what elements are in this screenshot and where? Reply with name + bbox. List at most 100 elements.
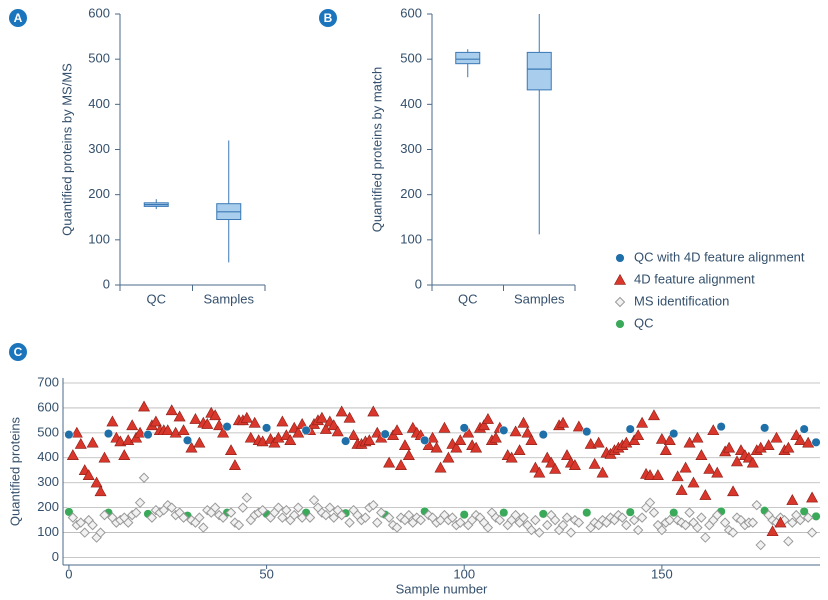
marker-triangle xyxy=(592,436,605,448)
marker-diamond xyxy=(629,514,640,526)
x-axis-label: Sample number xyxy=(396,581,488,596)
y-tick-label: 400 xyxy=(37,449,59,464)
marker-circle xyxy=(64,507,74,517)
marker-triangle xyxy=(723,441,736,453)
marker-diamond xyxy=(383,512,395,523)
marker-triangle xyxy=(367,405,380,417)
marker-diamond xyxy=(542,519,553,531)
marker-triangle xyxy=(347,429,360,441)
marker-triangle xyxy=(762,439,775,451)
marker-diamond xyxy=(372,517,383,528)
box xyxy=(526,51,552,91)
marker-diamond xyxy=(680,519,691,531)
marker-triangle xyxy=(675,484,688,495)
marker-diamond xyxy=(530,514,541,526)
marker-triangle xyxy=(94,485,107,497)
marker-triangle xyxy=(331,425,344,437)
marker-triangle xyxy=(671,470,684,482)
box xyxy=(455,51,481,65)
marker-diamond xyxy=(198,522,209,533)
marker-diamond xyxy=(494,514,506,526)
marker-diamond xyxy=(324,502,336,513)
marker-triangle xyxy=(224,444,238,456)
legend-label: 4D feature alignment xyxy=(634,271,755,286)
marker-triangle xyxy=(596,466,609,478)
marker-diamond xyxy=(455,517,466,528)
y-tick-label: 200 xyxy=(37,499,59,514)
marker-circle xyxy=(459,510,469,520)
marker-triangle xyxy=(766,525,779,537)
marker-triangle xyxy=(707,424,720,436)
marker-triangle xyxy=(402,449,415,460)
marker-triangle xyxy=(699,489,712,500)
marker-diamond xyxy=(360,512,371,523)
marker-triangle xyxy=(292,426,305,438)
marker-circle xyxy=(625,507,635,517)
marker-diamond xyxy=(787,517,798,528)
y-tick-label: 0 xyxy=(103,276,110,291)
marker-circle xyxy=(669,508,679,518)
marker-triangle xyxy=(66,449,79,460)
y-tick-label: 600 xyxy=(88,5,110,20)
marker-circle xyxy=(538,430,548,440)
marker-diamond xyxy=(130,507,142,518)
marker-triangle xyxy=(470,441,483,453)
marker-triangle xyxy=(691,431,704,443)
marker-diamond xyxy=(296,512,308,523)
marker-diamond xyxy=(79,527,90,538)
marker-diamond xyxy=(648,507,660,518)
marker-triangle xyxy=(383,456,396,468)
marker-diamond xyxy=(233,519,245,531)
marker-triangle xyxy=(679,461,692,473)
y-tick-label: 600 xyxy=(400,5,422,20)
marker-circle xyxy=(262,423,272,433)
marker-diamond xyxy=(644,497,656,508)
legend-label: QC with 4D feature alignment xyxy=(634,249,805,264)
panel-label: A xyxy=(14,11,23,25)
marker-circle xyxy=(811,437,821,447)
marker-circle xyxy=(669,429,679,439)
marker-diamond xyxy=(138,472,150,483)
y-tick-label: 200 xyxy=(400,186,422,201)
y-axis-label: Quantified proteins by MS/MS xyxy=(59,63,74,236)
marker-triangle xyxy=(727,485,740,497)
marker-triangle xyxy=(560,449,574,460)
marker-diamond xyxy=(700,532,711,543)
x-tick-label: Samples xyxy=(203,291,254,306)
marker-triangle xyxy=(138,400,151,412)
marker-triangle xyxy=(193,436,206,448)
marker-triangle xyxy=(730,455,743,467)
marker-triangle xyxy=(276,415,289,427)
marker-triangle xyxy=(794,434,807,446)
marker-circle xyxy=(222,422,232,432)
marker-diamond xyxy=(510,509,521,521)
panel-label: B xyxy=(324,11,333,25)
panel-badge xyxy=(319,9,337,27)
marker-triangle xyxy=(746,456,759,468)
marker-triangle xyxy=(568,459,581,470)
marker-diamond xyxy=(328,512,339,523)
marker-diamond xyxy=(684,507,695,518)
marker-triangle xyxy=(521,426,534,438)
y-tick-label: 0 xyxy=(52,549,59,564)
marker-triangle xyxy=(588,457,601,469)
marker-triangle xyxy=(438,421,451,433)
marker-diamond xyxy=(747,517,759,528)
marker-triangle xyxy=(636,416,649,428)
panel-badge xyxy=(9,343,27,361)
marker-circle xyxy=(799,506,809,516)
marker-circle xyxy=(582,508,592,518)
marker-diamond xyxy=(376,507,387,518)
marker-diamond xyxy=(518,512,529,523)
marker-diamond xyxy=(237,502,249,513)
x-tick-label: 100 xyxy=(453,566,475,581)
marker-diamond xyxy=(802,512,814,523)
marker-circle xyxy=(582,427,592,437)
marker-diamond xyxy=(304,512,316,523)
marker-triangle xyxy=(651,469,664,480)
marker-circle xyxy=(143,430,153,440)
x-tick-label: 150 xyxy=(651,566,673,581)
marker-triangle xyxy=(394,459,407,470)
marker-diamond xyxy=(75,517,86,528)
marker-diamond xyxy=(403,509,415,521)
